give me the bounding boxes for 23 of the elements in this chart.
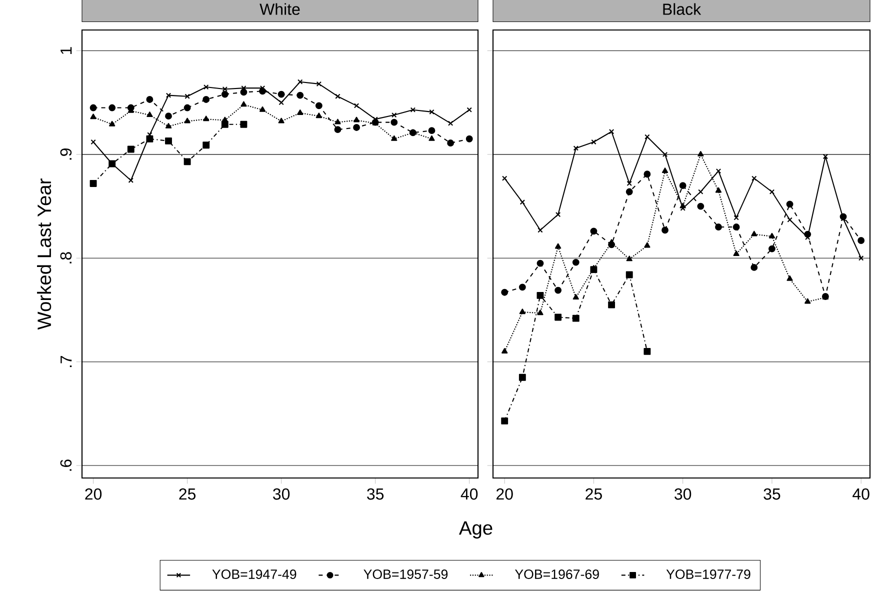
x-tick-label: 30 (273, 488, 290, 500)
x-tick-label: 30 (674, 488, 692, 500)
legend-label: YOB=1967-69 (514, 570, 599, 579)
legend-label: YOB=1977-79 (666, 570, 750, 579)
x-tick-label: 20 (85, 488, 102, 500)
x-tick-label: 40 (460, 488, 478, 500)
x-tick-label: 20 (496, 488, 513, 500)
x-tick-label: 25 (179, 488, 196, 500)
x-tick-label: 35 (367, 488, 384, 500)
x-axis-title: Age (458, 521, 492, 539)
chart-title: White (260, 3, 300, 15)
x-tick-label: 25 (586, 488, 602, 500)
y-tick-label: .9 (60, 148, 72, 160)
chart-title: Black (663, 3, 702, 15)
y-tick-label: .6 (60, 460, 72, 471)
y-tick-label: 1 (60, 47, 72, 54)
y-tick-label: .7 (60, 356, 72, 368)
legend-label: YOB=1947-49 (212, 570, 296, 579)
legend-label: YOB=1957-59 (364, 570, 448, 579)
x-tick-label: 40 (852, 488, 870, 500)
y-axis-title: Worked Last Year (37, 178, 52, 330)
x-tick-label: 35 (764, 488, 780, 500)
y-tick-label: .8 (60, 252, 72, 264)
